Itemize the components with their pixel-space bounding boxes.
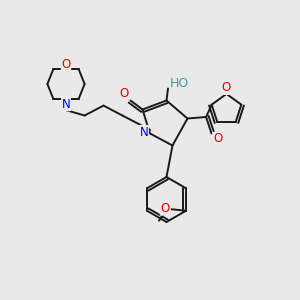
Text: N: N bbox=[140, 125, 148, 139]
Text: N: N bbox=[61, 98, 70, 111]
Text: O: O bbox=[221, 81, 230, 94]
Text: O: O bbox=[160, 202, 169, 215]
Text: HO: HO bbox=[170, 76, 189, 90]
Text: O: O bbox=[213, 132, 222, 146]
Text: O: O bbox=[119, 87, 128, 101]
Text: O: O bbox=[61, 58, 70, 71]
